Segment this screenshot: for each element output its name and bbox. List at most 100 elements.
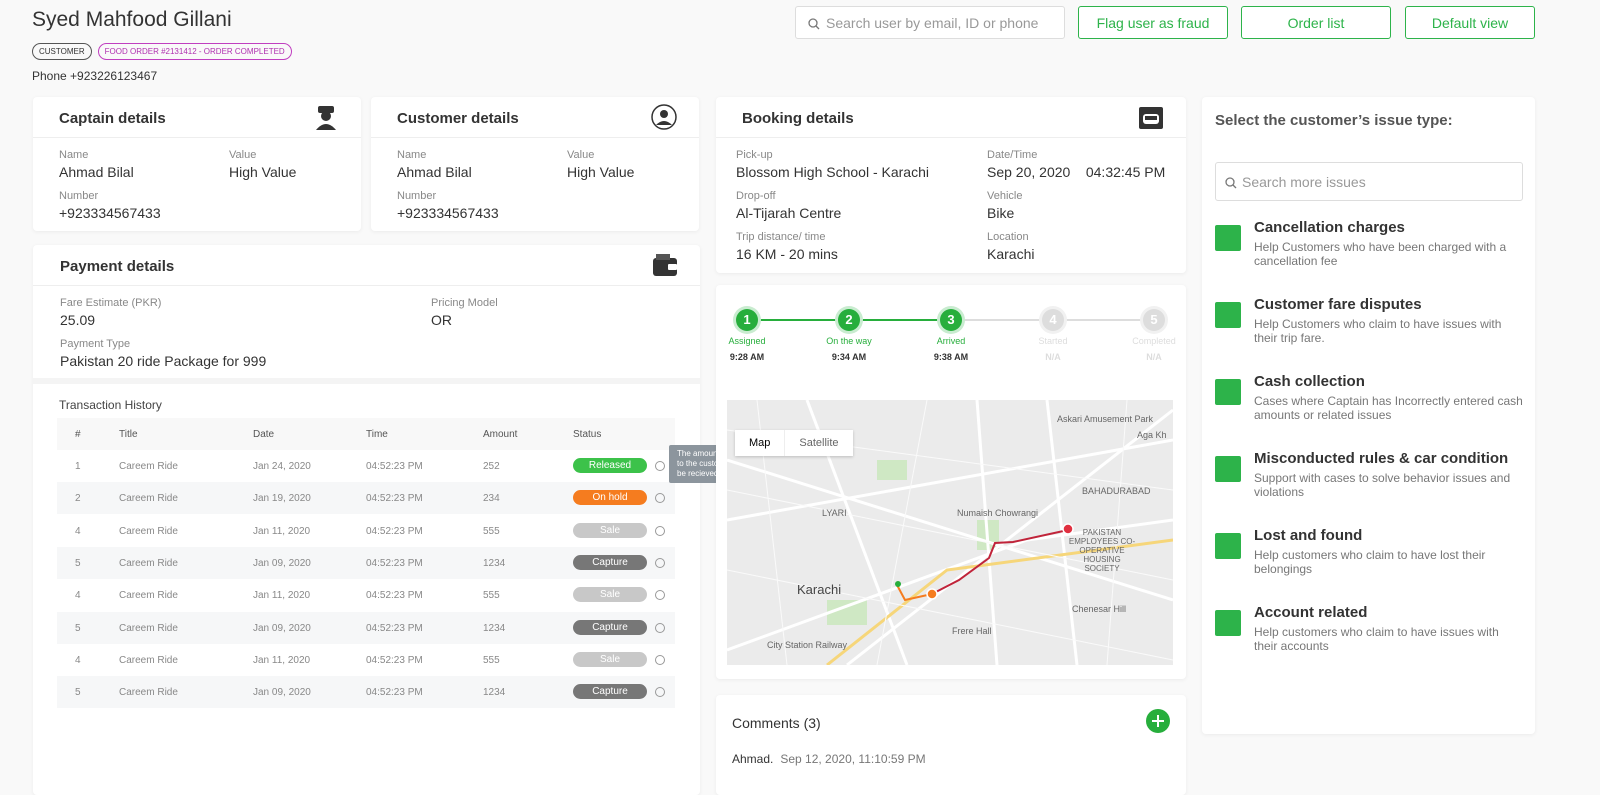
field-label: Name (59, 149, 89, 161)
cell: Careem Ride (119, 590, 178, 602)
cell: 5 (75, 622, 81, 634)
info-icon[interactable] (655, 525, 665, 536)
map-tab[interactable]: Map (749, 437, 771, 449)
card-title: Customer details (397, 110, 519, 127)
fields: Name Ahmad Bilal Value High Value Number +923… (59, 149, 361, 221)
add-comment[interactable] (1146, 709, 1170, 733)
issue-checkbox[interactable] (1215, 533, 1241, 559)
field-value: Ahmad Bilal (397, 164, 472, 180)
cell: 1234 (483, 687, 506, 699)
column-header: Status (573, 429, 602, 440)
map-label: Karachi (797, 582, 842, 597)
cell: 4 (75, 525, 81, 537)
cell: 04:52:23 PM (366, 687, 423, 699)
field: Trip distance/ time 16 KM - 20 mins (736, 231, 987, 262)
user-search[interactable]: Search user by email, ID or phone (795, 6, 1065, 39)
info-icon[interactable] (655, 557, 665, 568)
issue-item: Cash collection Cases where Captain has I… (1215, 373, 1525, 422)
field-label: Date/Time (987, 149, 1038, 161)
field-value: Blossom High School - Karachi (736, 164, 929, 180)
divider (33, 137, 361, 138)
cell: Jan 09, 2020 (253, 622, 311, 634)
map-tabs: Map Satellite (735, 430, 853, 456)
field-label: Pricing Model (431, 297, 498, 309)
info-icon[interactable] (655, 590, 665, 601)
card-title: Payment details (60, 258, 175, 275)
cell: 2 (75, 493, 81, 505)
field-label: Location (987, 231, 1029, 243)
phone: Phone +923226123467 (32, 69, 158, 83)
fields: Pick-up Blossom High School - Karachi Date… (736, 149, 1186, 262)
status-pill: Sale (573, 587, 647, 603)
button[interactable]: Order list (1241, 6, 1391, 39)
cell: 1 (75, 461, 81, 472)
column-header: # (75, 429, 81, 440)
issue-item: Misconducted rules & car condition Suppor… (1215, 450, 1525, 499)
info-icon[interactable] (655, 461, 665, 471)
issue-text: Lost and found Help customers who claim t… (1254, 527, 1525, 576)
payment-card: Payment details Fare Estimate (PKR) 25.09 P… (33, 245, 779, 795)
table-title: Transaction History (59, 398, 162, 412)
cell: 04:52:23 PM (366, 654, 423, 666)
card-icon (651, 104, 677, 135)
tag: FOOD ORDER #2131412 - ORDER COMPLETED (97, 43, 292, 60)
button[interactable]: Default view (1405, 6, 1535, 39)
cell: 04:52:23 PM (366, 525, 423, 537)
comment: Ahmad. Sep 12, 2020, 11:10:59 PM (732, 752, 926, 766)
cell: Jan 11, 2020 (253, 525, 311, 537)
field-label: Drop-off (736, 190, 776, 202)
step-circle: 5 (1143, 309, 1165, 331)
trip-card: 1 Assigned 9:28 AM 2 On the way 9:34 AM 3 Arriv… (716, 285, 1186, 679)
table-row: 4 Careem Ride Jan 11, 2020 04:52:23 PM 555 Sa… (57, 643, 675, 676)
issue-text: Misconducted rules & car condition Suppor… (1254, 450, 1525, 499)
step-time: N/A (1146, 352, 1162, 362)
issue-checkbox[interactable] (1215, 456, 1241, 482)
column-header: Title (119, 429, 138, 440)
field-label: Number (59, 190, 99, 202)
step-circle: 1 (736, 309, 758, 331)
info-icon[interactable] (655, 687, 665, 698)
divider (33, 285, 700, 286)
card-icon (313, 104, 339, 135)
comment-author: Ahmad. (732, 752, 774, 766)
step-circle: 2 (838, 309, 860, 331)
issue-text: Cancellation charges Help Customers who h… (1254, 219, 1525, 268)
field-label: Name (397, 149, 427, 161)
issue-checkbox[interactable] (1215, 225, 1241, 251)
status-pill: On hold (573, 490, 647, 506)
field: Value High Value (229, 149, 361, 180)
button[interactable]: Flag user as fraud (1078, 6, 1228, 39)
status-pill: Sale (573, 522, 647, 538)
field-value: Karachi (987, 246, 1035, 262)
step-label: On the way (826, 336, 872, 346)
issue-checkbox[interactable] (1215, 610, 1241, 636)
issue-checkbox[interactable] (1215, 379, 1241, 405)
column-header: Time (366, 429, 388, 440)
info-icon[interactable] (655, 493, 665, 504)
column-header: Amount (483, 429, 518, 440)
info-icon[interactable] (655, 654, 665, 665)
cell: 04:52:23 PM (366, 557, 423, 569)
cell: 04:52:23 PM (366, 493, 423, 505)
step-label: Assigned (728, 336, 766, 346)
step-label: Arrived (936, 336, 966, 346)
issues-card: Select the customer’s issue type: Search … (1202, 97, 1535, 734)
issue-search[interactable]: Search more issues (1215, 162, 1523, 201)
card-icon (652, 252, 678, 283)
issue-title: Account related (1254, 604, 1368, 621)
issue-list: Cancellation charges Help Customers who h… (1215, 219, 1525, 681)
map-tab[interactable]: Satellite (784, 430, 852, 456)
issue-checkbox[interactable] (1215, 302, 1241, 328)
divider (716, 137, 1186, 138)
issue-title: Lost and found (1254, 527, 1363, 544)
comment-time: Sep 12, 2020, 11:10:59 PM (780, 752, 926, 766)
issue-title: Misconducted rules & car condition (1254, 450, 1509, 467)
issue-description: Help customers who claim to have issues … (1254, 625, 1499, 653)
issue-description: Support with cases to solve behavior iss… (1254, 471, 1511, 499)
issue-item: Lost and found Help customers who claim t… (1215, 527, 1525, 576)
step-circle: 4 (1042, 309, 1064, 331)
info-icon[interactable] (655, 622, 665, 633)
card-icon (1138, 104, 1164, 135)
step-label: Completed (1132, 336, 1176, 346)
